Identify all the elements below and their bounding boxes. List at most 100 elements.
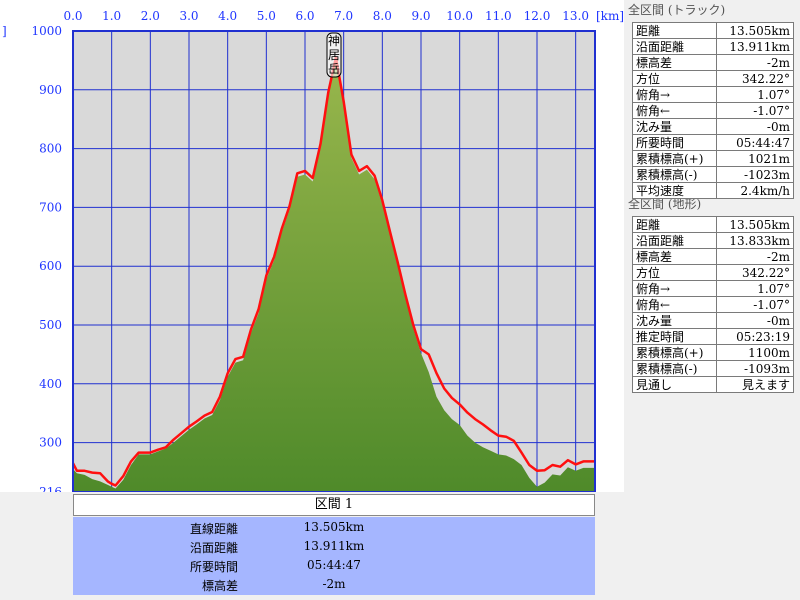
- track-row: 俯角→ 1.07°: [631, 86, 794, 103]
- track-label: 方位: [631, 70, 718, 87]
- terrain-value: 1100m: [716, 344, 794, 361]
- terrain-label: 距離: [631, 216, 718, 233]
- x-tick-label: 8.0: [373, 9, 392, 23]
- track-stats-title: 全区間 (トラック): [628, 3, 726, 17]
- terrain-row: 推定時間 05:23:19: [631, 328, 794, 345]
- track-label: 標高差: [631, 54, 718, 71]
- terrain-label: 沈み量: [631, 312, 718, 329]
- terrain-value: 05:23:19: [716, 328, 794, 345]
- terrain-value: 1.07°: [716, 280, 794, 297]
- x-tick-label: 1.0: [102, 9, 121, 23]
- y-tick-label: 216: [39, 485, 62, 492]
- track-row: 沈み量 -0m: [631, 118, 794, 135]
- terrain-value: 342.22°: [716, 264, 794, 281]
- terrain-label: 俯角←: [631, 296, 718, 313]
- x-tick-label: 13.0: [562, 9, 589, 23]
- x-tick-label: 6.0: [295, 9, 314, 23]
- section-values-panel: 13.505km 13.911km 05:44:47 -2m: [73, 517, 595, 595]
- terrain-area: [73, 61, 595, 492]
- track-stats-table: 距離 13.505km 沿面距離 13.911km 標高差 -2m 方位 342.22° 俯角→…: [631, 22, 794, 199]
- elevation-chart[interactable]: 0.0 1.0 2.0 3.0 4.0 5.0 6.0 7.0 8.0 9.0 10.0 11.0 12…: [0, 0, 624, 492]
- x-unit-label: [km]: [596, 9, 624, 23]
- track-value: -1.07°: [716, 102, 794, 119]
- y-tick-label: 300: [39, 436, 62, 450]
- terrain-value: -1093m: [716, 360, 794, 377]
- track-row: 俯角← -1.07°: [631, 102, 794, 119]
- track-value: -1023m: [716, 166, 794, 183]
- y-tick-label: 500: [39, 318, 62, 332]
- terrain-row: 沈み量 -0m: [631, 312, 794, 329]
- x-tick-label: 2.0: [141, 9, 160, 23]
- track-label: 俯角→: [631, 86, 718, 103]
- y-tick-label: 800: [39, 142, 62, 156]
- terrain-value: 見えます: [716, 376, 794, 393]
- track-row: 平均速度 2.4km/h: [631, 182, 794, 199]
- track-value: 342.22°: [716, 70, 794, 87]
- track-value: 2.4km/h: [716, 182, 794, 199]
- track-row: 累積標高(+) 1021m: [631, 150, 794, 167]
- track-label: 累積標高(+): [631, 150, 718, 167]
- terrain-value: 13.505km: [716, 216, 794, 233]
- y-tick-label: 600: [39, 259, 62, 273]
- terrain-row: 俯角← -1.07°: [631, 296, 794, 313]
- y-tick-label: 1000: [31, 24, 62, 38]
- terrain-label: 推定時間: [631, 328, 718, 345]
- track-row: 距離 13.505km: [631, 22, 794, 39]
- track-row: 所要時間 05:44:47: [631, 134, 794, 151]
- x-tick-label: 5.0: [257, 9, 276, 23]
- track-value: -2m: [716, 54, 794, 71]
- terrain-row: 俯角→ 1.07°: [631, 280, 794, 297]
- peak-label-char: 居: [328, 48, 340, 62]
- track-row: 沿面距離 13.911km: [631, 38, 794, 55]
- terrain-row: 見通し 見えます: [631, 376, 794, 393]
- track-label: 俯角←: [631, 102, 718, 119]
- terrain-value: -2m: [716, 248, 794, 265]
- section-elevation-diff: -2m: [322, 577, 346, 591]
- peak-label-char: 神: [328, 34, 340, 48]
- track-row: 累積標高(-) -1023m: [631, 166, 794, 183]
- terrain-value: 13.833km: [716, 232, 794, 249]
- track-value: 05:44:47: [716, 134, 794, 151]
- terrain-stats-title: 全区間 (地形): [628, 197, 702, 211]
- x-tick-label: 10.0: [446, 9, 473, 23]
- y-tick-label: 400: [39, 377, 62, 391]
- x-tick-label: 11.0: [485, 9, 512, 23]
- track-label: 所要時間: [631, 134, 718, 151]
- terrain-row: 累積標高(+) 1100m: [631, 344, 794, 361]
- terrain-row: 累積標高(-) -1093m: [631, 360, 794, 377]
- track-value: 1021m: [716, 150, 794, 167]
- section-required-time: 05:44:47: [307, 558, 361, 572]
- terrain-value: -0m: [716, 312, 794, 329]
- left-edge-mark: ]: [2, 24, 7, 38]
- x-tick-label: 9.0: [411, 9, 430, 23]
- terrain-label: 方位: [631, 264, 718, 281]
- terrain-row: 距離 13.505km: [631, 216, 794, 233]
- terrain-label: 沿面距離: [631, 232, 718, 249]
- track-label: 平均速度: [631, 182, 718, 199]
- label-elevation-diff: 標高差: [201, 579, 238, 593]
- x-tick-label: 0.0: [63, 9, 82, 23]
- track-label: 沿面距離: [631, 38, 718, 55]
- x-tick-label: 12.0: [524, 9, 551, 23]
- y-tick-label: 900: [39, 83, 62, 97]
- track-label: 距離: [631, 22, 718, 39]
- label-surface-distance: 沿面距離: [189, 541, 238, 555]
- terrain-label: 累積標高(+): [631, 344, 718, 361]
- track-line: [71, 56, 595, 487]
- label-required-time: 所要時間: [189, 560, 238, 574]
- terrain-row: 方位 342.22°: [631, 264, 794, 281]
- x-tick-label: 4.0: [218, 9, 237, 23]
- track-label: 累積標高(-): [631, 166, 718, 183]
- peak-label-box: [326, 32, 342, 78]
- terrain-label: 見通し: [631, 376, 718, 393]
- section-header[interactable]: 区間 1: [73, 494, 595, 516]
- x-tick-label: 3.0: [179, 9, 198, 23]
- track-value: 1.07°: [716, 86, 794, 103]
- terrain-label: 俯角→: [631, 280, 718, 297]
- track-label: 沈み量: [631, 118, 718, 135]
- track-value: -0m: [716, 118, 794, 135]
- terrain-value: -1.07°: [716, 296, 794, 313]
- y-tick-label: 700: [39, 200, 62, 214]
- plot-frame: [72, 30, 596, 492]
